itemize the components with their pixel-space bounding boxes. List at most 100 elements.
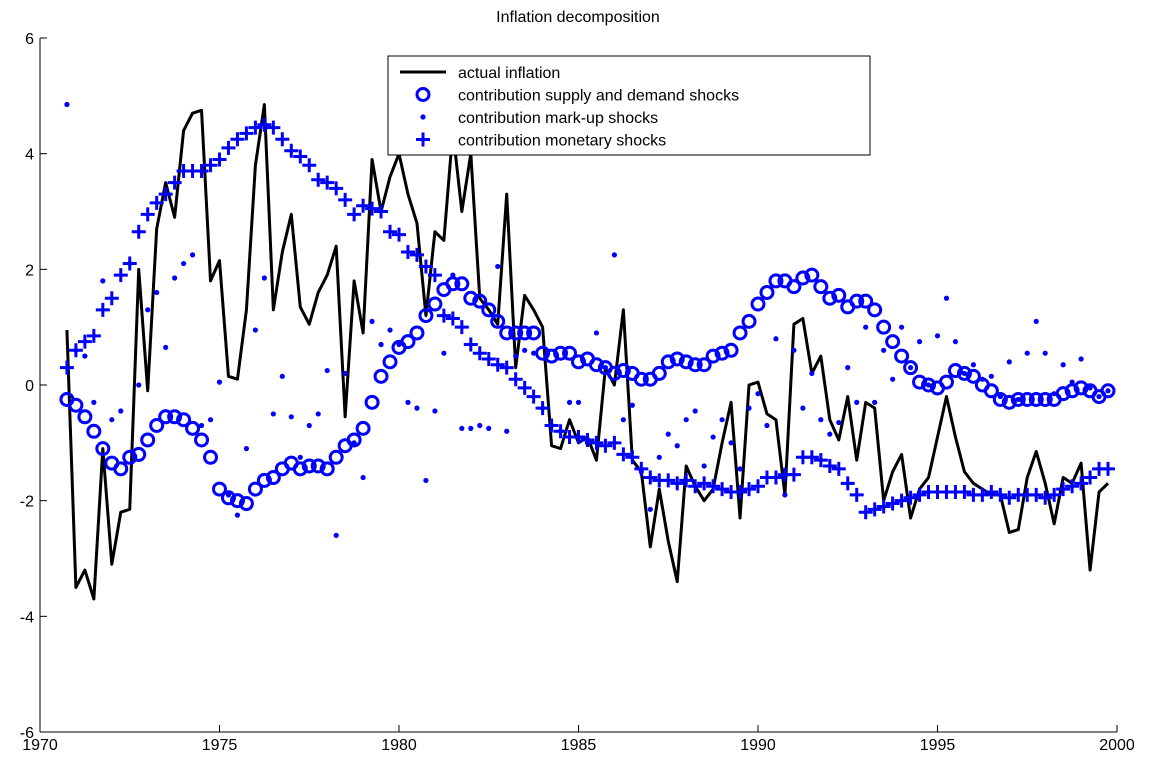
legend-swatch (415, 87, 431, 102)
plus-marker (320, 175, 335, 190)
dot-marker (154, 289, 160, 296)
x-tick-label: 1975 (202, 737, 238, 754)
plus-marker (984, 484, 999, 499)
plus-marker (454, 320, 469, 335)
plus-marker (1065, 479, 1080, 494)
plus-marker (813, 453, 828, 468)
circle-marker (921, 377, 937, 393)
circle-marker (499, 325, 515, 341)
dot-marker (315, 411, 321, 417)
circle-marker (238, 496, 254, 512)
plus-marker (697, 476, 712, 491)
dot-marker (270, 411, 276, 417)
plus-marker (356, 198, 371, 213)
circle-marker (1073, 380, 1089, 396)
plus-marker (786, 467, 801, 482)
plus-marker (535, 401, 550, 416)
plus-marker (1083, 470, 1098, 485)
plus-marker (95, 302, 110, 317)
dot-marker (620, 417, 626, 423)
dot-marker (952, 339, 959, 345)
circle-marker (131, 446, 147, 462)
plus-marker (221, 140, 236, 155)
series (64, 101, 1111, 538)
dot-marker (746, 405, 752, 411)
circle-marker (122, 449, 138, 465)
dot-marker (943, 295, 950, 301)
circle-marker (992, 391, 1008, 407)
plus-marker (68, 343, 83, 358)
plus-marker (634, 461, 649, 476)
circle-marker (562, 345, 578, 361)
circle-marker (822, 290, 838, 306)
plus-marker (383, 224, 398, 239)
y-tick-label: 0 (25, 378, 34, 395)
circle-marker (858, 293, 874, 309)
y-tick-label: 2 (25, 262, 34, 279)
dot-marker (665, 431, 671, 437)
dot-marker (100, 278, 106, 284)
plus-marker (894, 493, 909, 508)
plus-marker (840, 476, 855, 491)
plus-marker (248, 120, 263, 135)
plus-marker (751, 479, 765, 494)
dot-marker (477, 422, 483, 429)
circle-marker (956, 365, 972, 381)
circle-marker (247, 481, 263, 497)
dot-marker (513, 353, 519, 359)
circle-marker (732, 325, 748, 341)
legend-swatch (420, 114, 426, 120)
x-tick-label: 1980 (381, 737, 417, 754)
circle-marker (301, 458, 317, 474)
dot-marker (773, 336, 779, 342)
dot-marker (737, 466, 743, 472)
dot-marker (234, 512, 241, 518)
plus-marker (436, 308, 451, 323)
circle-marker (571, 354, 586, 370)
plus-marker (625, 450, 640, 465)
circle-marker (1028, 391, 1044, 407)
dot-marker (791, 347, 797, 353)
dot-marker (468, 425, 474, 431)
circle-marker (938, 374, 954, 390)
dot-marker (216, 379, 223, 385)
plus-marker (867, 502, 882, 517)
plus-marker (239, 126, 254, 141)
plus-marker (338, 192, 353, 207)
legend: actual inflation contribution supply and … (387, 55, 871, 156)
circle-marker (912, 374, 928, 390)
legend-item: actual inflation (400, 65, 560, 82)
circle-marker (508, 325, 524, 341)
circle-marker (86, 423, 102, 439)
plus-marker (804, 450, 819, 465)
plus-marker (122, 256, 137, 271)
circle-marker (77, 409, 93, 425)
dot-marker (64, 101, 70, 108)
plus-marker (418, 259, 433, 274)
plus-marker (392, 227, 406, 242)
plus-marker (131, 224, 146, 239)
dot-marker (342, 370, 348, 377)
plus-marker (266, 120, 281, 135)
circle-marker (1037, 391, 1053, 407)
legend-item: contribution monetary shocks (416, 132, 666, 150)
circle-marker (220, 490, 236, 506)
plus-marker (517, 380, 532, 395)
plus-marker (86, 328, 101, 343)
dot-marker (674, 443, 680, 449)
plus-marker (194, 164, 209, 179)
dot-marker (602, 365, 609, 371)
circle-marker (373, 368, 389, 384)
dot-marker (243, 446, 250, 452)
dot-marker (1105, 388, 1111, 394)
dot-marker (593, 330, 600, 336)
plus-marker (643, 470, 658, 485)
circle-marker (615, 363, 631, 379)
circle-marker (759, 284, 775, 300)
dot-marker (809, 370, 815, 377)
dot-marker (82, 353, 88, 359)
plus-marker (113, 268, 128, 283)
circle-marker (813, 279, 829, 295)
